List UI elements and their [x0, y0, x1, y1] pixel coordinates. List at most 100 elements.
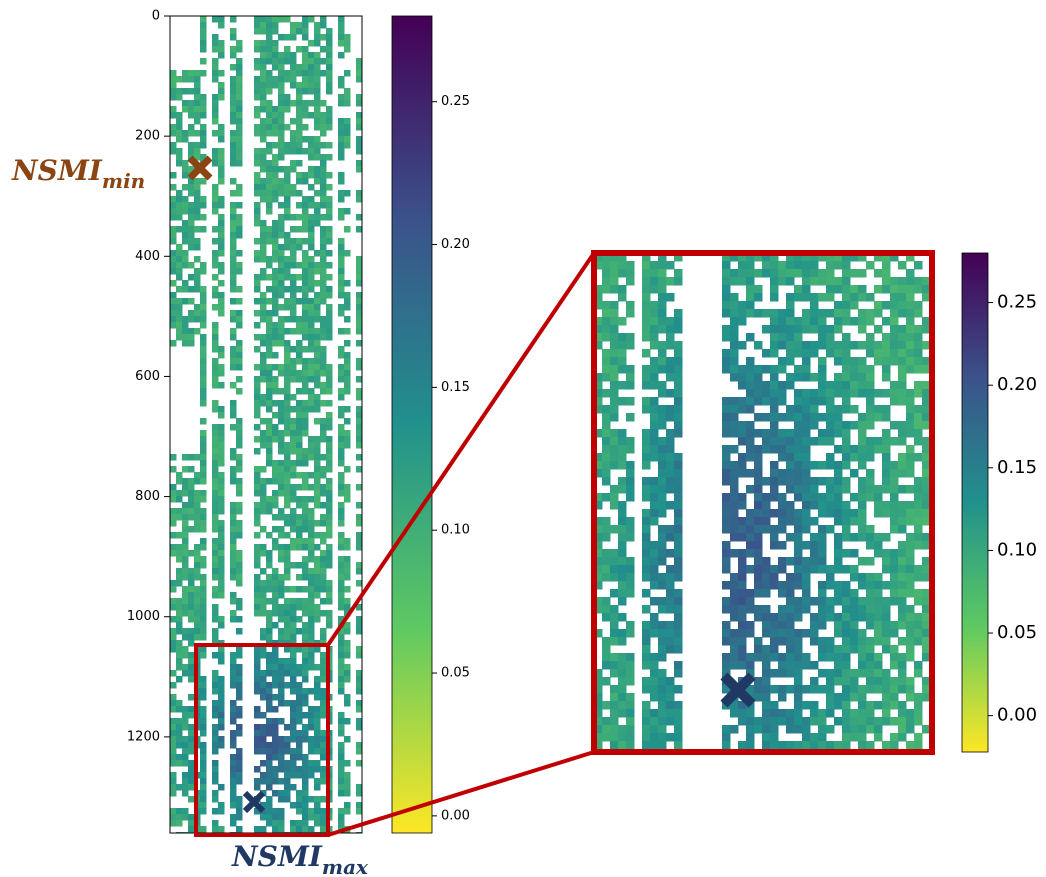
texture-cell	[642, 525, 651, 534]
texture-cell	[314, 760, 321, 767]
texture-cell	[730, 597, 739, 606]
texture-cell	[338, 310, 345, 317]
texture-cell	[236, 364, 243, 371]
texture-cell	[200, 352, 207, 359]
texture-cell	[218, 562, 225, 569]
texture-cell	[818, 725, 827, 734]
texture-cell	[618, 485, 627, 494]
texture-cell	[296, 772, 303, 779]
texture-cell	[278, 718, 285, 725]
texture-cell	[296, 682, 303, 689]
texture-cell	[254, 250, 261, 257]
texture-cell	[746, 549, 755, 558]
texture-cell	[914, 261, 923, 270]
texture-cell	[278, 220, 285, 227]
texture-cell	[338, 712, 345, 719]
texture-cell	[170, 634, 177, 641]
texture-cell	[738, 557, 747, 566]
texture-cell	[610, 373, 619, 382]
texture-cell	[170, 214, 177, 221]
texture-cell	[254, 286, 261, 293]
texture-cell	[618, 685, 627, 694]
texture-cell	[296, 616, 303, 623]
texture-cell	[850, 597, 859, 606]
texture-cell	[284, 472, 291, 479]
texture-cell	[170, 748, 177, 755]
texture-cell	[356, 124, 362, 131]
texture-cell	[296, 544, 303, 551]
texture-cell	[296, 406, 303, 413]
texture-cell	[770, 429, 779, 438]
texture-cell	[278, 16, 285, 23]
texture-cell	[326, 532, 333, 539]
texture-cell	[182, 646, 189, 653]
texture-cell	[320, 772, 327, 779]
texture-cell	[356, 616, 362, 623]
texture-cell	[344, 130, 351, 137]
texture-cell	[290, 118, 297, 125]
texture-cell	[344, 694, 351, 701]
texture-cell	[266, 808, 273, 815]
texture-cell	[344, 436, 351, 443]
texture-cell	[722, 285, 731, 294]
texture-cell	[170, 628, 177, 635]
texture-cell	[618, 437, 627, 446]
texture-cell	[850, 293, 859, 302]
texture-cell	[834, 261, 843, 270]
texture-cell	[302, 766, 309, 773]
texture-cell	[194, 274, 201, 281]
texture-cell	[866, 333, 875, 342]
texture-cell	[236, 184, 243, 191]
texture-cell	[320, 634, 327, 641]
texture-cell	[266, 178, 273, 185]
texture-cell	[356, 298, 362, 305]
texture-cell	[338, 820, 345, 827]
texture-cell	[188, 508, 195, 515]
texture-cell	[618, 589, 627, 598]
texture-cell	[338, 34, 345, 41]
texture-cell	[858, 701, 867, 710]
texture-cell	[218, 172, 225, 179]
texture-cell	[296, 214, 303, 221]
texture-cell	[730, 637, 739, 646]
texture-cell	[302, 274, 309, 281]
texture-cell	[182, 106, 189, 113]
texture-cell	[320, 826, 327, 833]
texture-cell	[810, 733, 819, 742]
texture-cell	[802, 397, 811, 406]
texture-cell	[278, 154, 285, 161]
texture-cell	[200, 136, 207, 143]
texture-cell	[236, 250, 243, 257]
texture-cell	[338, 82, 345, 89]
texture-cell	[194, 304, 201, 311]
texture-cell	[176, 136, 183, 143]
texture-cell	[308, 244, 315, 251]
texture-cell	[272, 778, 279, 785]
texture-cell	[290, 76, 297, 83]
texture-cell	[290, 376, 297, 383]
texture-cell	[650, 485, 659, 494]
texture-cell	[308, 760, 315, 767]
texture-cell	[674, 405, 683, 414]
texture-cell	[344, 556, 351, 563]
texture-cell	[182, 184, 189, 191]
texture-cell	[188, 628, 195, 635]
texture-cell	[308, 262, 315, 269]
texture-cell	[650, 653, 659, 662]
texture-cell	[794, 317, 803, 326]
texture-cell	[230, 64, 237, 71]
texture-cell	[302, 496, 309, 503]
texture-cell	[296, 142, 303, 149]
texture-cell	[356, 670, 362, 677]
texture-cell	[626, 717, 635, 726]
texture-cell	[834, 597, 843, 606]
texture-cell	[170, 484, 177, 491]
texture-cell	[236, 142, 243, 149]
texture-cell	[212, 466, 219, 473]
texture-cell	[314, 802, 321, 809]
texture-cell	[290, 58, 297, 65]
texture-cell	[810, 349, 819, 358]
texture-cell	[338, 814, 345, 821]
texture-cell	[284, 232, 291, 239]
texture-cell	[326, 46, 333, 53]
